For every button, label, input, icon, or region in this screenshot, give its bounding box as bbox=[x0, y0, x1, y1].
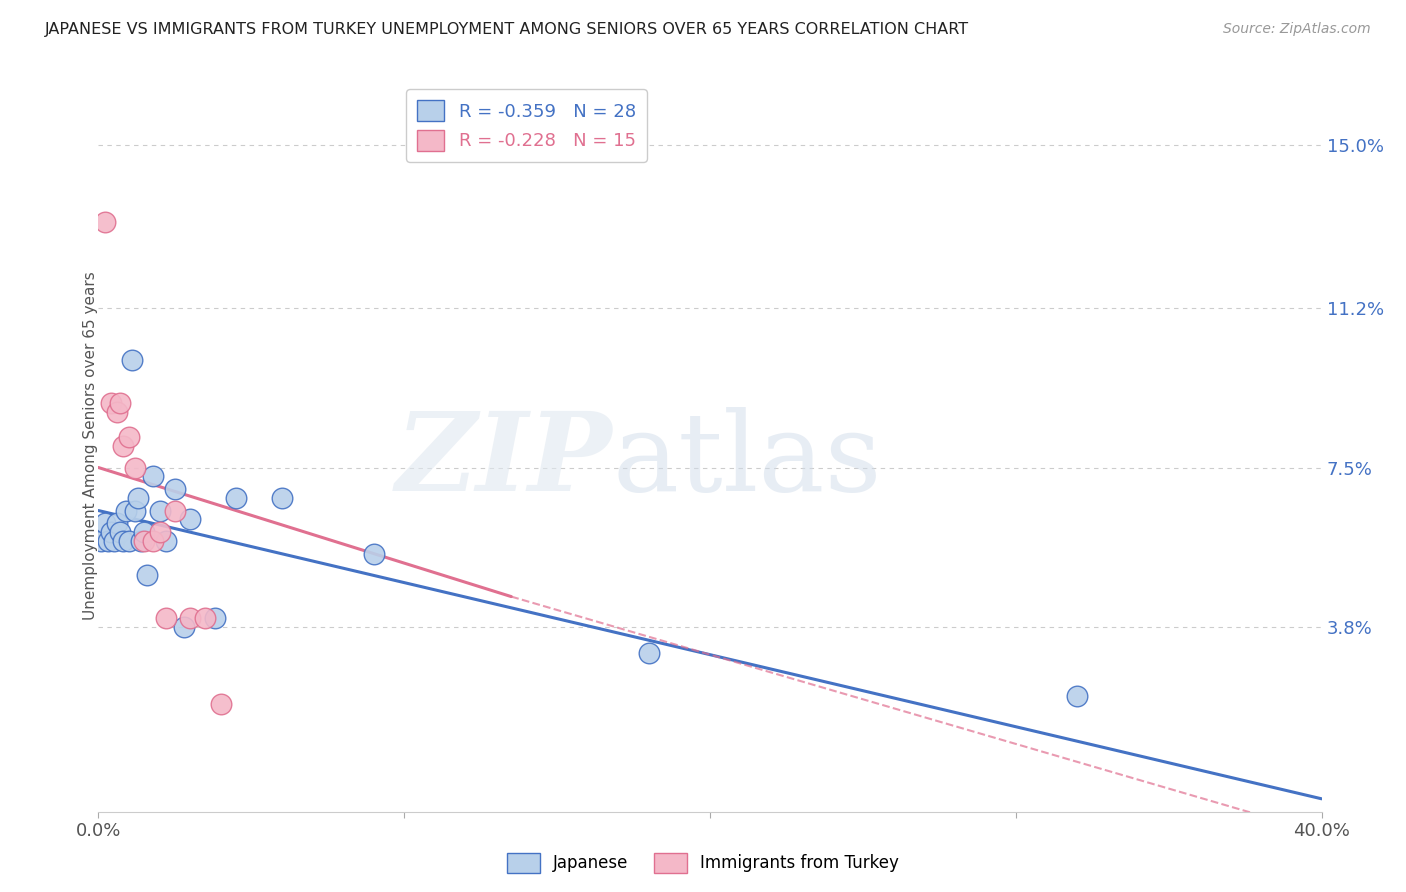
Point bbox=[142, 533, 165, 548]
Point bbox=[111, 439, 134, 453]
Point bbox=[121, 353, 143, 368]
Point bbox=[194, 611, 217, 625]
Point bbox=[100, 524, 122, 539]
Point bbox=[115, 503, 138, 517]
Point bbox=[363, 547, 385, 561]
Text: ZIP: ZIP bbox=[395, 407, 612, 515]
Point bbox=[108, 396, 131, 410]
Point bbox=[118, 430, 141, 444]
Point bbox=[155, 533, 177, 548]
Point bbox=[100, 396, 122, 410]
Point bbox=[90, 533, 112, 548]
Point bbox=[127, 491, 149, 505]
Legend: Japanese, Immigrants from Turkey: Japanese, Immigrants from Turkey bbox=[501, 847, 905, 880]
Point bbox=[134, 533, 156, 548]
Point bbox=[209, 697, 232, 711]
Point bbox=[97, 533, 120, 548]
Point bbox=[108, 524, 131, 539]
Point bbox=[105, 516, 128, 531]
Point bbox=[163, 482, 186, 496]
Point bbox=[204, 611, 226, 625]
Point bbox=[142, 469, 165, 483]
Point bbox=[129, 533, 152, 548]
Point bbox=[149, 524, 172, 539]
Text: atlas: atlas bbox=[612, 407, 882, 514]
Point bbox=[225, 491, 247, 505]
Point bbox=[93, 516, 115, 531]
Point bbox=[93, 215, 115, 229]
Point bbox=[179, 512, 201, 526]
Point bbox=[173, 620, 195, 634]
Point bbox=[134, 524, 156, 539]
Point bbox=[103, 533, 125, 548]
Point bbox=[124, 503, 146, 517]
Text: Source: ZipAtlas.com: Source: ZipAtlas.com bbox=[1223, 22, 1371, 37]
Y-axis label: Unemployment Among Seniors over 65 years: Unemployment Among Seniors over 65 years bbox=[83, 272, 97, 620]
Point bbox=[1066, 689, 1088, 703]
Point bbox=[149, 503, 172, 517]
Point bbox=[179, 611, 201, 625]
Point bbox=[155, 611, 177, 625]
Point bbox=[111, 533, 134, 548]
Point bbox=[637, 646, 661, 660]
Text: JAPANESE VS IMMIGRANTS FROM TURKEY UNEMPLOYMENT AMONG SENIORS OVER 65 YEARS CORR: JAPANESE VS IMMIGRANTS FROM TURKEY UNEMP… bbox=[45, 22, 969, 37]
Legend: R = -0.359   N = 28, R = -0.228   N = 15: R = -0.359 N = 28, R = -0.228 N = 15 bbox=[406, 89, 647, 161]
Point bbox=[163, 503, 186, 517]
Point bbox=[105, 404, 128, 418]
Point bbox=[124, 460, 146, 475]
Point bbox=[118, 533, 141, 548]
Point bbox=[136, 568, 159, 582]
Point bbox=[270, 491, 292, 505]
